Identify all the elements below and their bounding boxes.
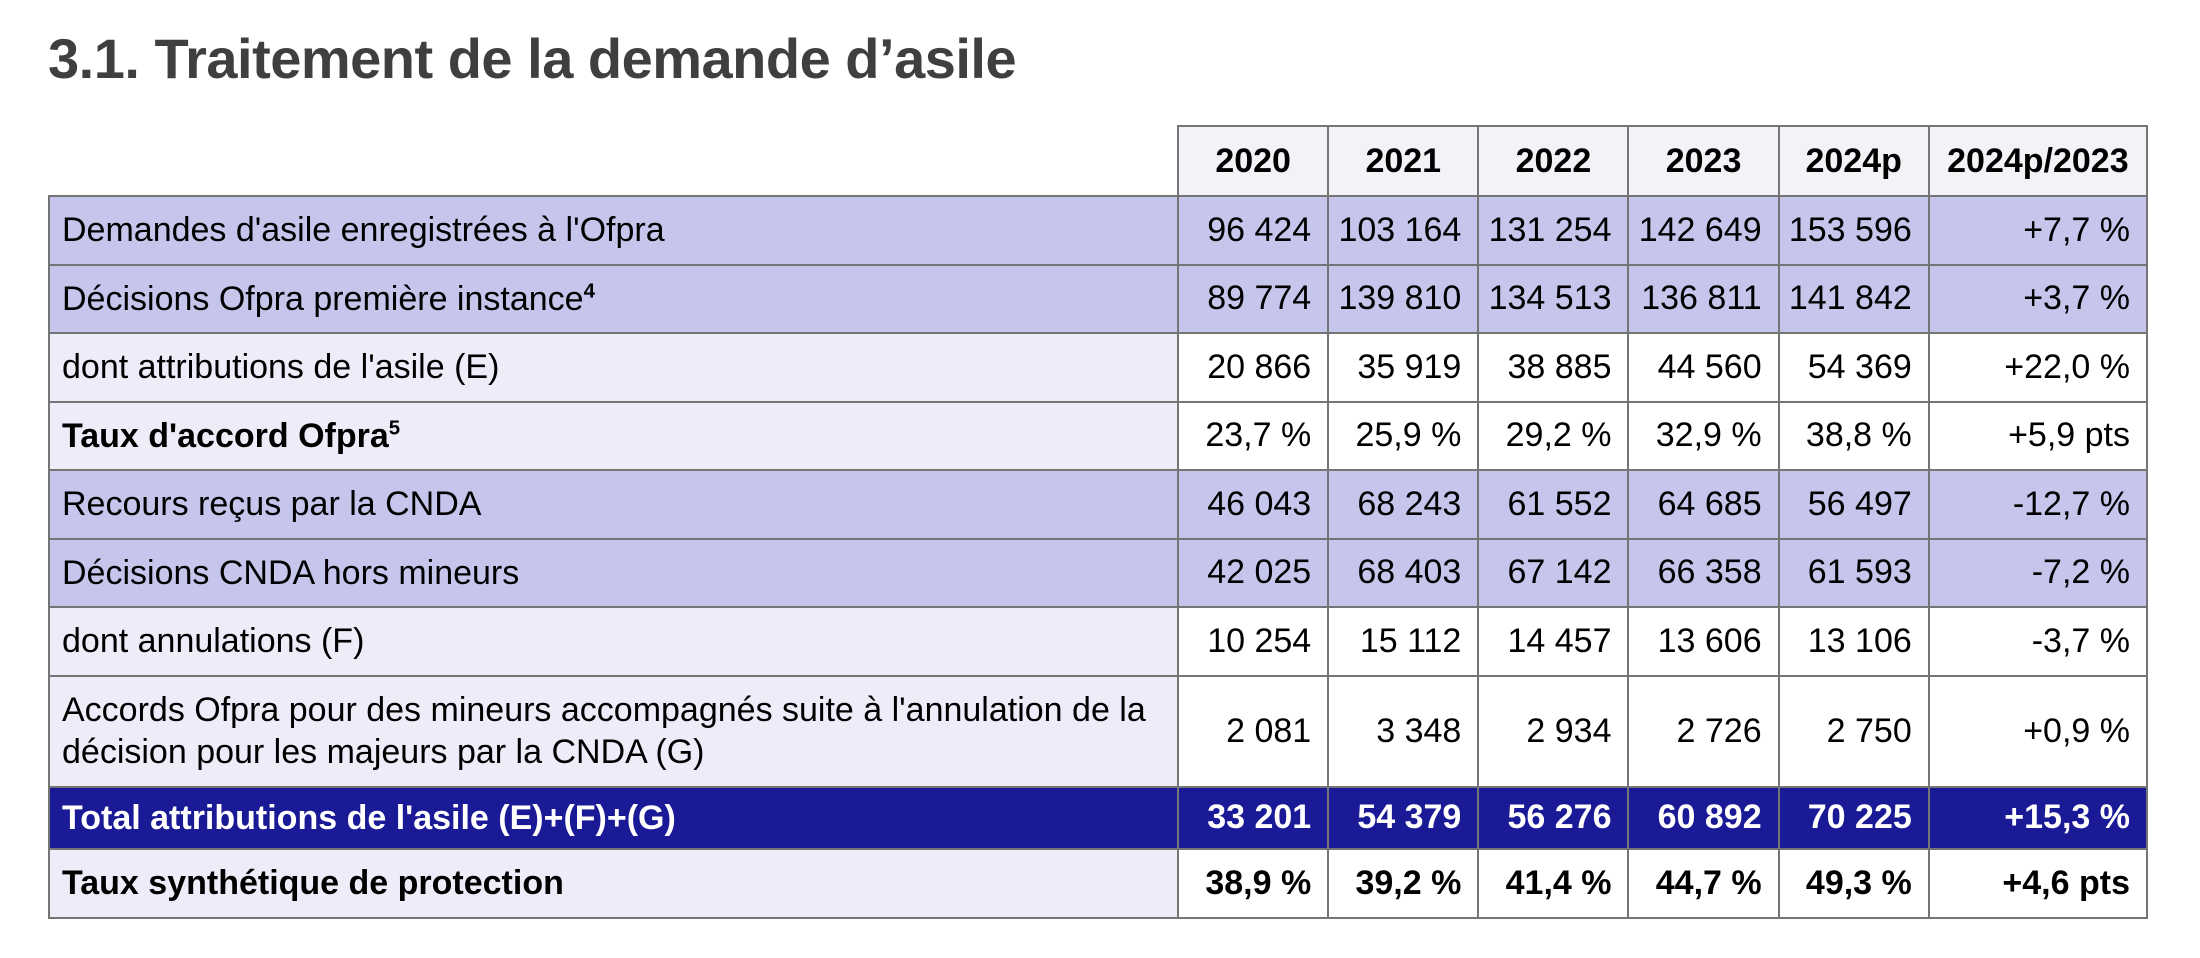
column-header-2024p: 2024p <box>1777 125 1930 197</box>
page-title: 3.1. Traitement de la demande d’asile <box>48 27 1017 90</box>
column-header-2022: 2022 <box>1477 125 1630 197</box>
row-value: 42 025 <box>1177 537 1330 608</box>
row-value: 23,7 % <box>1177 400 1330 471</box>
asylum-statistics-table: 2020 2021 2022 2023 2024p 2024p/2023 Dem… <box>47 125 2149 919</box>
document-page: 3.1. Traitement de la demande d’asile 20… <box>47 27 2149 919</box>
row-value: 29,2 % <box>1477 400 1630 471</box>
row-value: +15,3 % <box>1927 785 2149 850</box>
row-value: +22,0 % <box>1927 332 2149 403</box>
row-label: Taux synthétique de protection <box>47 848 1180 919</box>
row-value: 2 750 <box>1777 674 1930 788</box>
row-value: 103 164 <box>1327 195 1480 266</box>
row-value: 38,9 % <box>1177 848 1330 919</box>
row-value: 39,2 % <box>1327 848 1480 919</box>
row-label: dont attributions de l'asile (E) <box>47 332 1180 403</box>
row-value: 35 919 <box>1327 332 1480 403</box>
row-value: -3,7 % <box>1927 606 2149 677</box>
table-row: dont annulations (F) 10 254 15 112 14 457 13… <box>47 606 2149 677</box>
table-row: Total attributions de l'asile (E)+(F)+(G… <box>47 785 2149 850</box>
footnote-reference: 4 <box>583 280 595 303</box>
row-value: 14 457 <box>1477 606 1630 677</box>
header-corner-cell <box>49 126 1178 196</box>
row-value: 20 866 <box>1177 332 1330 403</box>
row-value: 44,7 % <box>1627 848 1780 919</box>
row-value: 56 497 <box>1777 469 1930 540</box>
column-header-2023: 2023 <box>1627 125 1780 197</box>
row-value: 33 201 <box>1177 785 1330 850</box>
table-row: dont attributions de l'asile (E) 20 866 35… <box>47 332 2149 403</box>
row-value: 96 424 <box>1177 195 1330 266</box>
row-value: 67 142 <box>1477 537 1630 608</box>
table-row: Taux d'accord Ofpra5 23,7 % 25,9 % 29,2 % 32… <box>47 400 2149 471</box>
row-value: 38,8 % <box>1777 400 1930 471</box>
table-row: Décisions Ofpra première instance4 89 774… <box>47 263 2149 334</box>
row-value: +7,7 % <box>1927 195 2149 266</box>
table-header-row: 2020 2021 2022 2023 2024p 2024p/2023 <box>49 125 2149 197</box>
row-value: 41,4 % <box>1477 848 1630 919</box>
row-value: 54 369 <box>1777 332 1930 403</box>
row-value: 136 811 <box>1627 263 1780 334</box>
row-value: 142 649 <box>1627 195 1780 266</box>
row-value: 68 243 <box>1327 469 1480 540</box>
row-label: Décisions Ofpra première instance4 <box>47 263 1180 334</box>
table-row: Demandes d'asile enregistrées à l'Ofpra 9… <box>47 195 2149 266</box>
row-value: 153 596 <box>1777 195 1930 266</box>
row-value: +4,6 pts <box>1927 848 2149 919</box>
footnote-reference: 5 <box>388 417 401 440</box>
row-value: +0,9 % <box>1927 674 2149 788</box>
row-label: Recours reçus par la CNDA <box>47 469 1180 540</box>
row-value: 32,9 % <box>1627 400 1780 471</box>
table-row: Taux synthétique de protection 38,9 % 39,2… <box>47 848 2149 919</box>
row-label: Décisions CNDA hors mineurs <box>47 537 1180 608</box>
row-value: 2 934 <box>1477 674 1630 788</box>
row-label: Accords Ofpra pour des mineurs accompagn… <box>47 674 1180 788</box>
column-header-2021: 2021 <box>1327 125 1480 197</box>
row-label: dont annulations (F) <box>47 606 1180 677</box>
row-value: 70 225 <box>1777 785 1930 850</box>
row-label: Taux d'accord Ofpra5 <box>47 400 1180 471</box>
table-row: Recours reçus par la CNDA 46 043 68 243 61 … <box>47 469 2149 540</box>
row-value: 38 885 <box>1477 332 1630 403</box>
row-value: 64 685 <box>1627 469 1780 540</box>
row-value: 44 560 <box>1627 332 1780 403</box>
row-label: Demandes d'asile enregistrées à l'Ofpra <box>47 195 1180 266</box>
row-value: 49,3 % <box>1777 848 1930 919</box>
row-value: 25,9 % <box>1327 400 1480 471</box>
row-value: -7,2 % <box>1927 537 2149 608</box>
row-value: 66 358 <box>1627 537 1780 608</box>
table-row: Décisions CNDA hors mineurs 42 025 68 403 6… <box>47 537 2149 608</box>
row-value: 141 842 <box>1777 263 1930 334</box>
row-value: +3,7 % <box>1927 263 2149 334</box>
table-body: Demandes d'asile enregistrées à l'Ofpra 9… <box>47 195 2149 919</box>
column-header-2020: 2020 <box>1177 125 1330 197</box>
row-value: 131 254 <box>1477 195 1630 266</box>
row-value: 3 348 <box>1327 674 1480 788</box>
row-value: 89 774 <box>1177 263 1330 334</box>
row-value: 56 276 <box>1477 785 1630 850</box>
row-value: 46 043 <box>1177 469 1330 540</box>
table-row: Accords Ofpra pour des mineurs accompagn… <box>47 674 2149 788</box>
row-value: 13 606 <box>1627 606 1780 677</box>
row-value: 61 552 <box>1477 469 1630 540</box>
row-value: 13 106 <box>1777 606 1930 677</box>
row-value: 15 112 <box>1327 606 1480 677</box>
row-value: +5,9 pts <box>1927 400 2149 471</box>
row-label: Total attributions de l'asile (E)+(F)+(G… <box>47 785 1180 850</box>
row-value: -12,7 % <box>1927 469 2149 540</box>
row-value: 54 379 <box>1327 785 1480 850</box>
row-value: 139 810 <box>1327 263 1480 334</box>
row-value: 2 726 <box>1627 674 1780 788</box>
column-header-2024p-2023: 2024p/2023 <box>1927 125 2149 197</box>
row-value: 10 254 <box>1177 606 1330 677</box>
row-value: 61 593 <box>1777 537 1930 608</box>
row-value: 2 081 <box>1177 674 1330 788</box>
row-value: 60 892 <box>1627 785 1780 850</box>
row-value: 68 403 <box>1327 537 1480 608</box>
row-value: 134 513 <box>1477 263 1630 334</box>
